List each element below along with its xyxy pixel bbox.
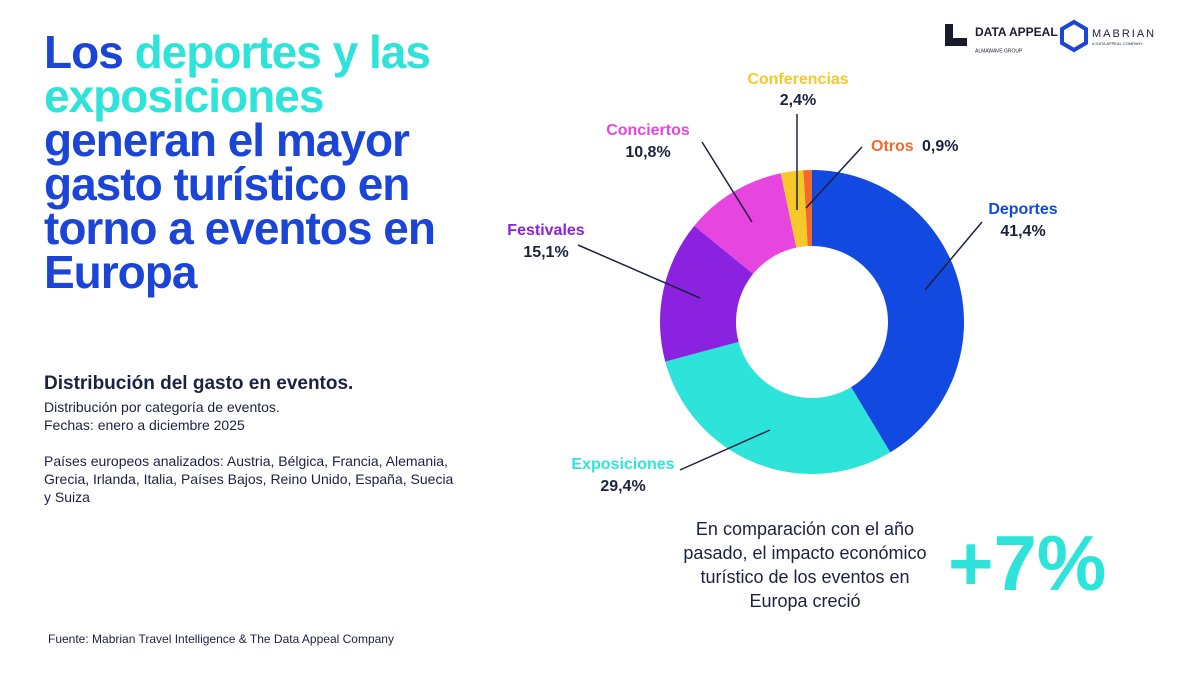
leader-line — [805, 146, 863, 209]
logo-text: DATA APPEAL — [975, 25, 1058, 39]
title-part: generan el mayor gasto turístico en torn… — [44, 114, 436, 298]
logo-text: A DATA APPEAL COMPANY — [1092, 41, 1143, 46]
slice — [694, 173, 797, 274]
logo-icon — [1060, 19, 1088, 53]
slice-value: 2,4% — [780, 92, 816, 109]
note: Países europeos analizados: Austria, Bél… — [44, 453, 454, 505]
slice-label: Deportes — [988, 201, 1057, 218]
slice — [660, 225, 754, 362]
slice-label: Exposiciones — [571, 456, 674, 473]
leader-line — [701, 141, 753, 223]
logo-icon — [945, 38, 967, 46]
slice-value: 41,4% — [1000, 223, 1045, 240]
slice-label: Conferencias — [747, 71, 848, 88]
title: Los deportes y las exposiciones generan … — [44, 29, 484, 295]
note: Fechas: enero a diciembre 2025 — [44, 417, 245, 433]
slice-label: Conciertos — [606, 122, 690, 139]
slice — [780, 170, 808, 248]
logo-icon — [945, 24, 953, 46]
slice-value: 15,1% — [523, 244, 568, 261]
annotation: En comparación con el año pasado, el imp… — [683, 519, 927, 611]
slice-value: 10,8% — [625, 144, 670, 161]
slice — [812, 170, 965, 453]
slice-label: Otros — [871, 138, 914, 155]
note: Distribución por categoría de eventos. — [44, 399, 280, 415]
title-highlight: deportes y las exposiciones — [44, 26, 431, 122]
source: Fuente: Mabrian Travel Intelligence & Th… — [48, 632, 394, 646]
leader-line — [924, 221, 983, 291]
slice — [803, 170, 812, 247]
logo-text: MABRIAN — [1092, 28, 1156, 40]
logo-text: ALMAWAVE GROUP — [975, 48, 1023, 54]
title-part: Los — [44, 26, 135, 78]
subtitle: Distribución del gasto en eventos. — [44, 373, 354, 394]
slice-label: Festivales — [507, 222, 584, 239]
slice-value: 0,9% — [922, 138, 958, 155]
slice-value: 29,4% — [600, 478, 645, 495]
slice — [665, 341, 891, 475]
leader-line — [679, 429, 771, 471]
leader-line — [577, 244, 701, 299]
highlight-number: +7% — [948, 519, 1107, 607]
